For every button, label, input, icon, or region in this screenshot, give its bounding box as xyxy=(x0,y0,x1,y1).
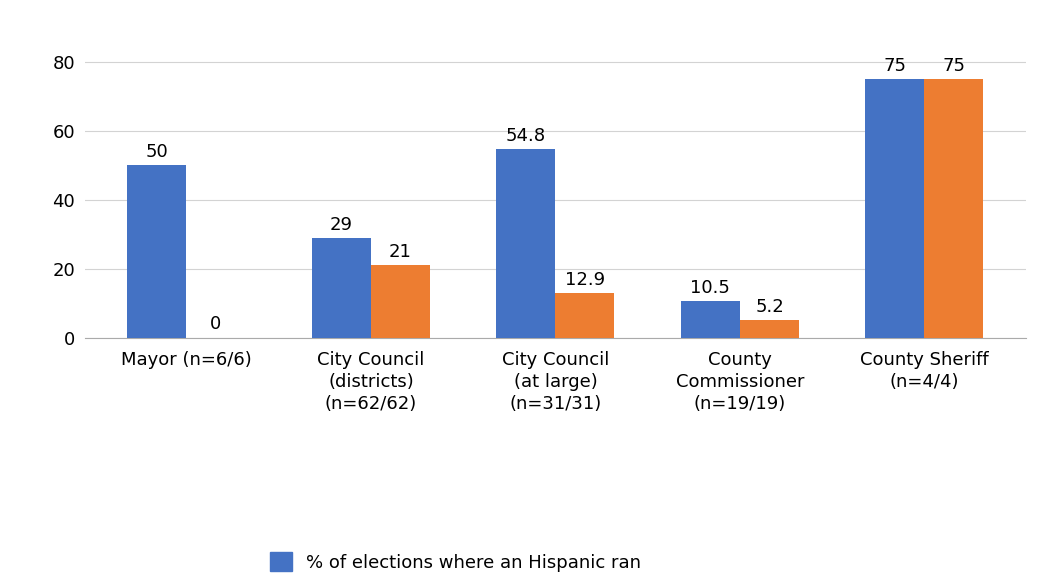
Bar xyxy=(371,265,430,338)
Bar xyxy=(865,79,925,338)
Legend: % of elections where an Hispanic ran, % of elections where an Hispanic won: % of elections where an Hispanic ran, % … xyxy=(263,545,656,582)
Text: 10.5: 10.5 xyxy=(691,279,730,297)
Bar xyxy=(555,293,615,338)
Text: 0: 0 xyxy=(211,315,221,333)
Bar xyxy=(925,79,984,338)
Text: 29: 29 xyxy=(330,215,353,233)
Text: 75: 75 xyxy=(943,57,966,75)
Bar xyxy=(312,237,371,338)
Text: 21: 21 xyxy=(389,243,412,261)
Text: 12.9: 12.9 xyxy=(565,271,605,289)
Bar xyxy=(740,320,799,338)
Text: 50: 50 xyxy=(146,143,168,161)
Text: 5.2: 5.2 xyxy=(755,297,784,315)
Text: 75: 75 xyxy=(883,57,907,75)
Bar xyxy=(681,301,740,338)
Text: 54.8: 54.8 xyxy=(506,127,546,145)
Bar xyxy=(496,149,555,338)
Bar xyxy=(127,165,186,338)
